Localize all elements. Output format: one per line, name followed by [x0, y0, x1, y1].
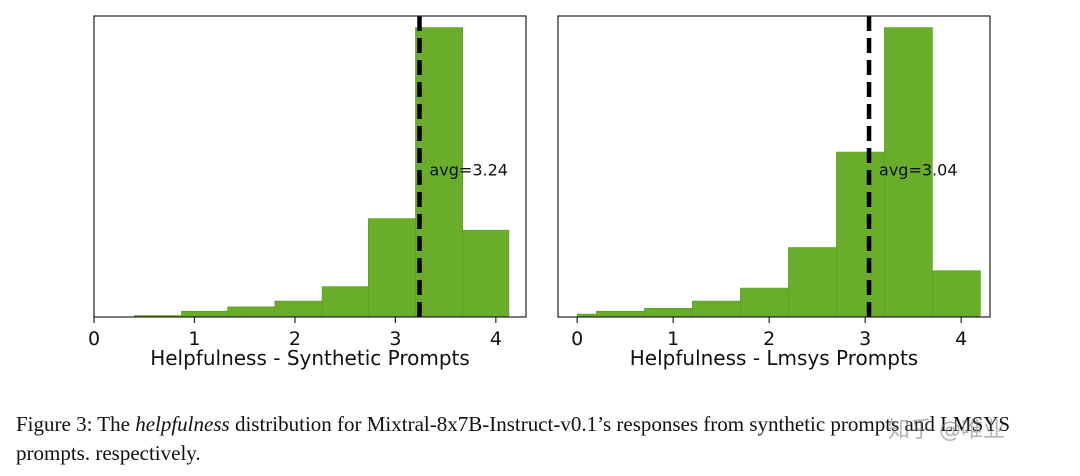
chart-panel-lmsys: avg=3.04 0 1 2 3 4 Helpfulness - Lmsys Prompts	[557, 15, 991, 370]
x-tick-label-lmsys-1: 1	[667, 328, 679, 350]
mean-annotation-synthetic: avg=3.24	[430, 160, 508, 179]
histogram-bar-lmsys-2	[644, 308, 693, 318]
histogram-bar-synthetic-3	[274, 300, 323, 318]
axes-frame-synthetic	[93, 15, 527, 318]
x-tick-label-lmsys-0: 0	[571, 328, 583, 350]
axes-frame-lmsys	[557, 15, 991, 318]
histogram-bar-synthetic-2	[227, 306, 276, 318]
caption-emphasis: helpfulness	[135, 412, 230, 436]
x-tick-label-lmsys-3: 3	[859, 328, 871, 350]
mean-annotation-lmsys: avg=3.04	[879, 160, 957, 179]
histogram-bar-lmsys-1	[596, 310, 645, 318]
figure: avg=3.24 0 1 2 3 4 Helpfulness - Synthetic Pro…	[88, 15, 991, 370]
histogram-bar-lmsys-7	[884, 27, 933, 318]
histogram-bar-lmsys-4	[740, 287, 789, 318]
x-axis-label-lmsys: Helpfulness - Lmsys Prompts	[630, 346, 918, 370]
histogram-bar-synthetic-4	[321, 286, 369, 318]
caption-prefix: Figure 3: The	[16, 412, 136, 436]
histogram-bar-lmsys-8	[932, 270, 981, 318]
x-tick-label-synthetic-2: 2	[289, 328, 301, 350]
x-tick-label-lmsys-2: 2	[763, 328, 775, 350]
x-tick-label-synthetic-1: 1	[188, 328, 200, 350]
histogram-bar-lmsys-6	[836, 151, 885, 318]
caption-rest: distribution for Mixtral-8x7B-Instruct-v…	[16, 412, 1011, 465]
x-tick-label-synthetic-4: 4	[490, 328, 502, 350]
histogram-bar-synthetic-1	[181, 310, 228, 318]
x-tick-label-synthetic-3: 3	[389, 328, 401, 350]
x-axis-label-synthetic: Helpfulness - Synthetic Prompts	[150, 346, 470, 370]
histogram-bar-synthetic-7	[462, 229, 510, 318]
x-tick-label-synthetic-0: 0	[88, 328, 100, 350]
figure-caption: Figure 3: The helpfulness distribution f…	[16, 410, 1066, 468]
histogram-bar-synthetic-6	[415, 27, 464, 318]
histogram-bar-synthetic-5	[367, 218, 416, 318]
chart-panel-synthetic: avg=3.24 0 1 2 3 4 Helpfulness - Synthetic Pro…	[88, 15, 527, 370]
histogram-bar-lmsys-5	[788, 247, 837, 318]
watermark: 知乎 @唯业	[888, 418, 1005, 443]
x-tick-label-lmsys-4: 4	[955, 328, 967, 350]
histogram-bar-lmsys-3	[692, 300, 741, 318]
